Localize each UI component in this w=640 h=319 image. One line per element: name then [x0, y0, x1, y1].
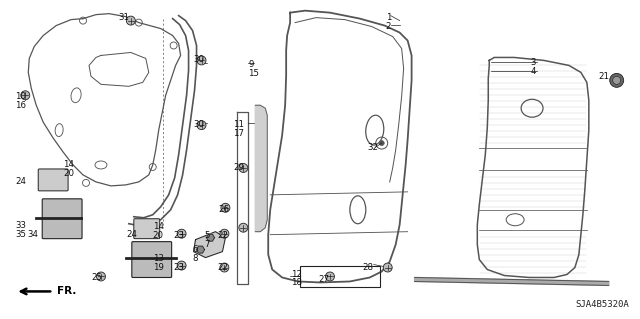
Text: SJA4B5320A: SJA4B5320A	[575, 300, 628, 309]
Circle shape	[610, 73, 623, 87]
Circle shape	[239, 163, 248, 173]
Polygon shape	[255, 105, 268, 232]
Text: 13: 13	[153, 254, 164, 263]
Text: 1: 1	[386, 13, 391, 22]
Text: 25: 25	[91, 272, 102, 281]
Text: 2: 2	[386, 22, 391, 31]
Text: 30: 30	[193, 56, 205, 64]
Circle shape	[221, 203, 230, 212]
Polygon shape	[193, 232, 225, 257]
Text: 19: 19	[153, 263, 164, 271]
Circle shape	[177, 229, 186, 238]
Circle shape	[177, 261, 186, 270]
Text: 14: 14	[153, 222, 164, 231]
Circle shape	[239, 223, 248, 232]
FancyBboxPatch shape	[132, 241, 172, 278]
Polygon shape	[207, 234, 214, 241]
Text: 24: 24	[15, 177, 26, 186]
Circle shape	[97, 272, 106, 281]
Text: 20: 20	[153, 231, 164, 240]
Text: 29: 29	[234, 163, 244, 172]
Text: 28: 28	[363, 263, 374, 271]
Circle shape	[21, 91, 30, 100]
Text: 24: 24	[127, 230, 138, 239]
Text: 20: 20	[63, 169, 74, 178]
Text: 22: 22	[218, 263, 228, 271]
Polygon shape	[196, 246, 205, 253]
Text: 21: 21	[599, 72, 610, 81]
Text: 16: 16	[15, 101, 26, 110]
Text: 8: 8	[193, 254, 198, 263]
Text: 14: 14	[63, 160, 74, 169]
Circle shape	[197, 121, 206, 130]
Text: FR.: FR.	[57, 286, 77, 296]
Text: 32: 32	[368, 143, 379, 152]
Text: 23: 23	[173, 231, 185, 240]
Text: 11: 11	[234, 120, 244, 129]
Text: 34: 34	[28, 230, 38, 239]
Text: 27: 27	[318, 276, 329, 285]
Text: 9: 9	[248, 60, 253, 70]
FancyBboxPatch shape	[38, 169, 68, 191]
Circle shape	[197, 56, 206, 65]
Text: 12: 12	[291, 270, 302, 278]
Text: 15: 15	[248, 70, 259, 78]
Text: 22: 22	[218, 231, 228, 240]
Text: 31: 31	[119, 13, 130, 22]
Circle shape	[326, 272, 335, 281]
Text: 35: 35	[15, 230, 26, 239]
Text: 18: 18	[291, 278, 302, 287]
Circle shape	[126, 16, 135, 25]
Text: 26: 26	[218, 205, 230, 214]
FancyBboxPatch shape	[134, 219, 160, 239]
Text: 3: 3	[530, 58, 536, 67]
Bar	[300, 265, 380, 287]
Circle shape	[383, 263, 392, 272]
Circle shape	[220, 229, 229, 238]
Text: 33: 33	[15, 221, 26, 230]
Circle shape	[380, 141, 384, 145]
Polygon shape	[415, 278, 609, 286]
Circle shape	[220, 263, 229, 272]
Text: 6: 6	[193, 245, 198, 254]
Text: 4: 4	[530, 67, 536, 77]
Text: 7: 7	[205, 240, 210, 249]
Circle shape	[612, 76, 621, 84]
Text: 10: 10	[15, 92, 26, 101]
Text: 30: 30	[193, 120, 205, 129]
Text: 23: 23	[173, 263, 185, 271]
Text: 5: 5	[205, 231, 210, 240]
Text: 17: 17	[234, 129, 244, 138]
FancyBboxPatch shape	[42, 199, 82, 239]
